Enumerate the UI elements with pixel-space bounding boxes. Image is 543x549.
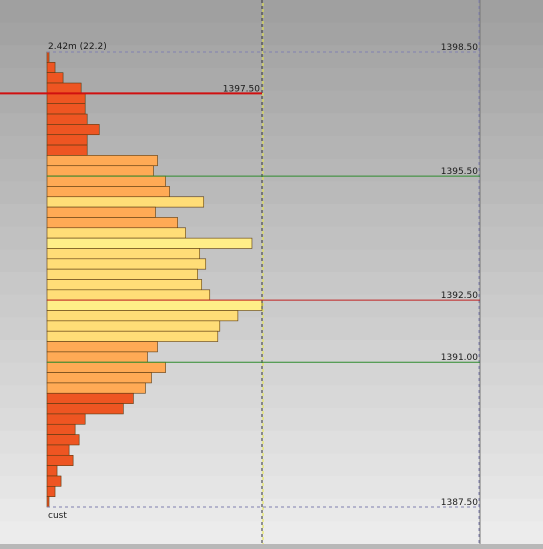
volume-bar <box>46 486 56 497</box>
volume-bar <box>46 124 100 136</box>
price-label: 1392.50 <box>441 291 478 301</box>
volume-bars <box>46 51 263 508</box>
price-label: 1398.50 <box>441 43 478 53</box>
volume-bar <box>46 299 263 311</box>
volume-bar <box>46 444 70 456</box>
background-band <box>0 113 543 137</box>
volume-bar <box>46 423 76 435</box>
footer-label: cust <box>48 511 67 521</box>
volume-bar <box>46 403 124 415</box>
volume-bar <box>46 496 50 508</box>
chart-title: 2.42m (22.2) <box>48 42 107 52</box>
volume-bar <box>46 134 88 146</box>
background-band <box>0 476 543 500</box>
background-band <box>0 90 543 115</box>
background-band <box>0 68 543 92</box>
volume-bar <box>46 330 219 342</box>
volume-bar <box>46 175 166 187</box>
background-band <box>0 521 543 545</box>
volume-bar <box>46 320 221 332</box>
price-label: 1387.50 <box>441 498 478 508</box>
background-band <box>0 136 543 160</box>
volume-bar <box>46 268 199 280</box>
volume-bar <box>46 82 82 94</box>
volume-bar <box>46 186 170 198</box>
volume-bar <box>46 93 86 105</box>
volume-bar <box>46 62 56 73</box>
background-band <box>0 408 543 432</box>
volume-bar <box>46 382 146 394</box>
volume-bar <box>46 454 74 466</box>
volume-bar <box>46 434 80 446</box>
price-labels: 1398.50 1397.50 1395.50 1392.50 1391.00 1387.… <box>223 43 478 508</box>
volume-bar <box>46 165 154 177</box>
price-label: 1397.50 <box>223 84 260 94</box>
volume-bar <box>46 196 205 208</box>
volume-bar <box>46 413 86 425</box>
volume-bar <box>46 227 186 239</box>
volume-bar <box>46 289 211 301</box>
volume-bar <box>46 372 152 384</box>
volume-bar <box>46 217 178 229</box>
volume-bar <box>46 258 207 270</box>
volume-bar <box>46 103 86 115</box>
background-band <box>0 430 543 455</box>
volume-bar <box>46 392 134 404</box>
volume-bar <box>46 113 88 125</box>
volume-bar <box>46 144 88 156</box>
price-label: 1391.00 <box>441 353 478 363</box>
background-band <box>0 453 543 477</box>
background-band <box>0 0 543 24</box>
volume-bar <box>46 310 239 322</box>
volume-bar <box>46 341 158 353</box>
price-label: 1395.50 <box>441 167 478 177</box>
volume-bar <box>46 351 148 363</box>
volume-bar <box>46 51 50 63</box>
background-band <box>0 45 543 69</box>
background-band <box>0 498 543 523</box>
background-band <box>0 22 543 47</box>
volume-bar <box>46 279 203 291</box>
volume-bar <box>46 465 58 477</box>
volume-bar <box>46 248 201 260</box>
price-grid <box>0 0 481 544</box>
volume-bar <box>46 361 166 373</box>
volume-bar <box>46 155 158 167</box>
volume-bar <box>46 206 156 218</box>
volume-bar <box>46 475 62 487</box>
volume-bar <box>46 72 64 84</box>
volume-bar <box>46 237 253 249</box>
